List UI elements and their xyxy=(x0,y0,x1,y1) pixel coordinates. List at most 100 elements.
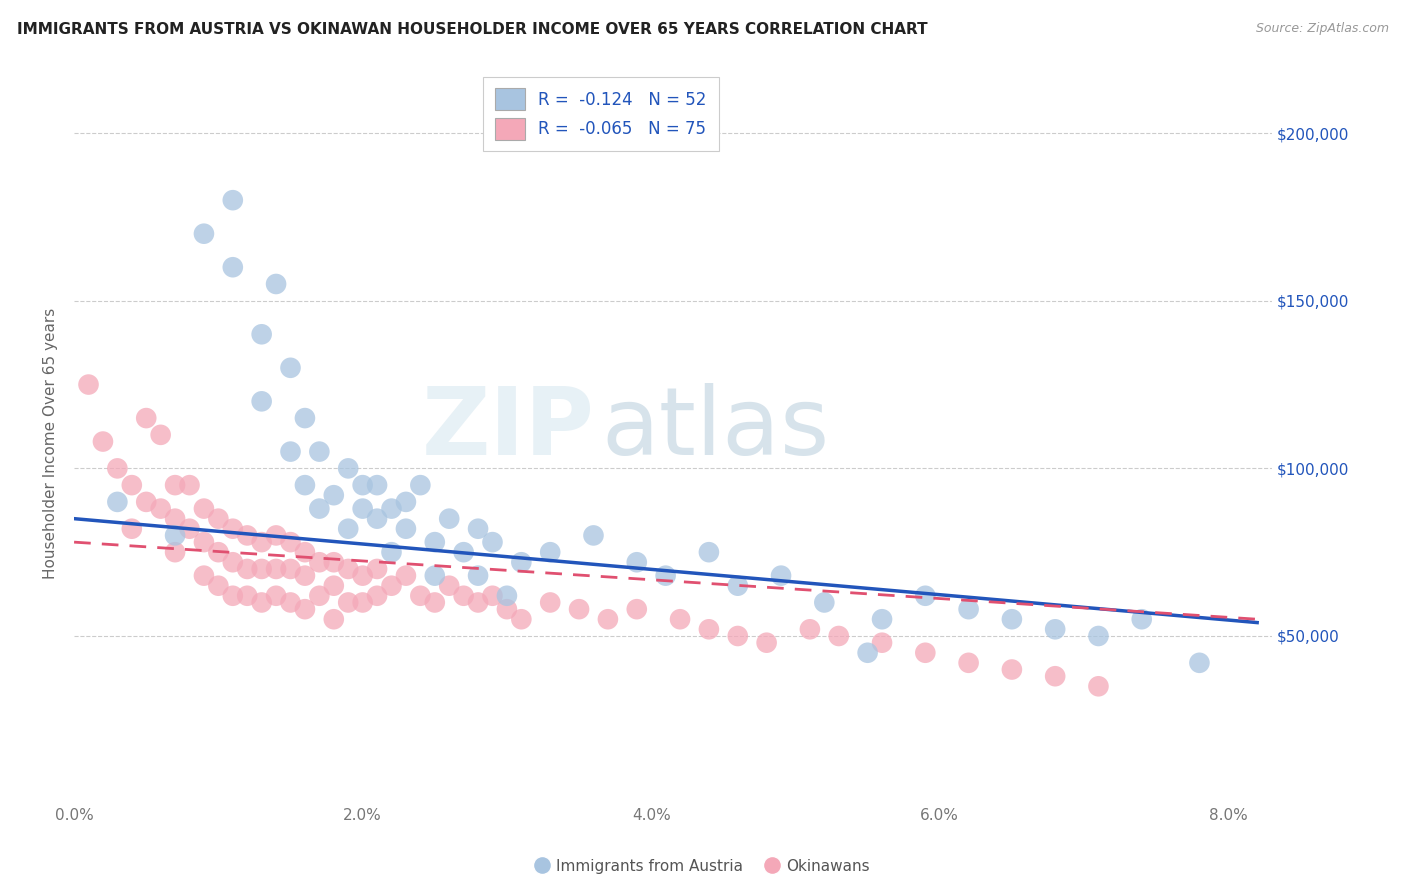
Point xyxy=(135,411,157,425)
Point xyxy=(496,602,519,616)
Point xyxy=(1043,669,1066,683)
Point xyxy=(453,589,475,603)
Point xyxy=(250,562,273,576)
Point xyxy=(222,260,245,275)
Point xyxy=(294,411,316,425)
Point xyxy=(423,535,446,549)
Point xyxy=(755,636,778,650)
Point xyxy=(453,545,475,559)
Point xyxy=(149,501,172,516)
Point xyxy=(322,555,344,569)
Point xyxy=(179,478,201,492)
Legend: R =  -0.124   N = 52, R =  -0.065   N = 75: R = -0.124 N = 52, R = -0.065 N = 75 xyxy=(484,77,718,152)
Point xyxy=(727,629,749,643)
Point xyxy=(294,545,316,559)
Point xyxy=(250,327,273,342)
Point xyxy=(870,612,893,626)
Point xyxy=(121,478,143,492)
Point xyxy=(395,495,418,509)
Point xyxy=(828,629,851,643)
Legend: Immigrants from Austria, Okinawans: Immigrants from Austria, Okinawans xyxy=(530,853,876,880)
Point xyxy=(538,545,561,559)
Point xyxy=(409,478,432,492)
Point xyxy=(1043,622,1066,636)
Point xyxy=(264,277,287,291)
Point xyxy=(135,495,157,509)
Point xyxy=(264,589,287,603)
Point xyxy=(352,501,374,516)
Point xyxy=(280,360,302,375)
Text: ZIP: ZIP xyxy=(422,383,595,475)
Point xyxy=(308,444,330,458)
Point xyxy=(1130,612,1153,626)
Point xyxy=(799,622,821,636)
Point xyxy=(294,602,316,616)
Point xyxy=(207,545,229,559)
Point xyxy=(654,568,676,582)
Point xyxy=(366,562,388,576)
Point xyxy=(337,562,360,576)
Point xyxy=(380,545,402,559)
Point xyxy=(423,568,446,582)
Point xyxy=(914,589,936,603)
Point xyxy=(467,595,489,609)
Point xyxy=(322,612,344,626)
Point xyxy=(813,595,835,609)
Point xyxy=(538,595,561,609)
Point xyxy=(467,522,489,536)
Point xyxy=(308,501,330,516)
Point xyxy=(957,656,980,670)
Point xyxy=(352,568,374,582)
Point xyxy=(179,522,201,536)
Point xyxy=(366,511,388,525)
Point xyxy=(870,636,893,650)
Point xyxy=(481,589,503,603)
Point xyxy=(1001,663,1024,677)
Point xyxy=(596,612,619,626)
Point xyxy=(280,535,302,549)
Point xyxy=(626,602,648,616)
Point xyxy=(337,522,360,536)
Point xyxy=(395,568,418,582)
Point xyxy=(193,227,215,241)
Point xyxy=(105,495,128,509)
Point xyxy=(496,589,519,603)
Point xyxy=(207,511,229,525)
Point xyxy=(582,528,605,542)
Point xyxy=(467,568,489,582)
Point xyxy=(294,478,316,492)
Point xyxy=(250,535,273,549)
Point xyxy=(222,589,245,603)
Point xyxy=(165,511,187,525)
Point xyxy=(856,646,879,660)
Point xyxy=(193,501,215,516)
Point xyxy=(727,579,749,593)
Point xyxy=(510,555,533,569)
Point xyxy=(165,545,187,559)
Point xyxy=(409,589,432,603)
Point xyxy=(280,444,302,458)
Point xyxy=(222,193,245,207)
Point xyxy=(366,589,388,603)
Point xyxy=(770,568,793,582)
Point xyxy=(280,562,302,576)
Point xyxy=(352,595,374,609)
Point xyxy=(236,589,259,603)
Point xyxy=(352,478,374,492)
Point xyxy=(236,562,259,576)
Point xyxy=(222,522,245,536)
Text: atlas: atlas xyxy=(600,383,830,475)
Text: IMMIGRANTS FROM AUSTRIA VS OKINAWAN HOUSEHOLDER INCOME OVER 65 YEARS CORRELATION: IMMIGRANTS FROM AUSTRIA VS OKINAWAN HOUS… xyxy=(17,22,928,37)
Point xyxy=(193,568,215,582)
Point xyxy=(250,394,273,409)
Point xyxy=(105,461,128,475)
Point xyxy=(264,528,287,542)
Point xyxy=(149,428,172,442)
Point xyxy=(280,595,302,609)
Point xyxy=(1087,629,1109,643)
Point xyxy=(669,612,692,626)
Point xyxy=(1001,612,1024,626)
Point xyxy=(1188,656,1211,670)
Point xyxy=(337,595,360,609)
Point xyxy=(250,595,273,609)
